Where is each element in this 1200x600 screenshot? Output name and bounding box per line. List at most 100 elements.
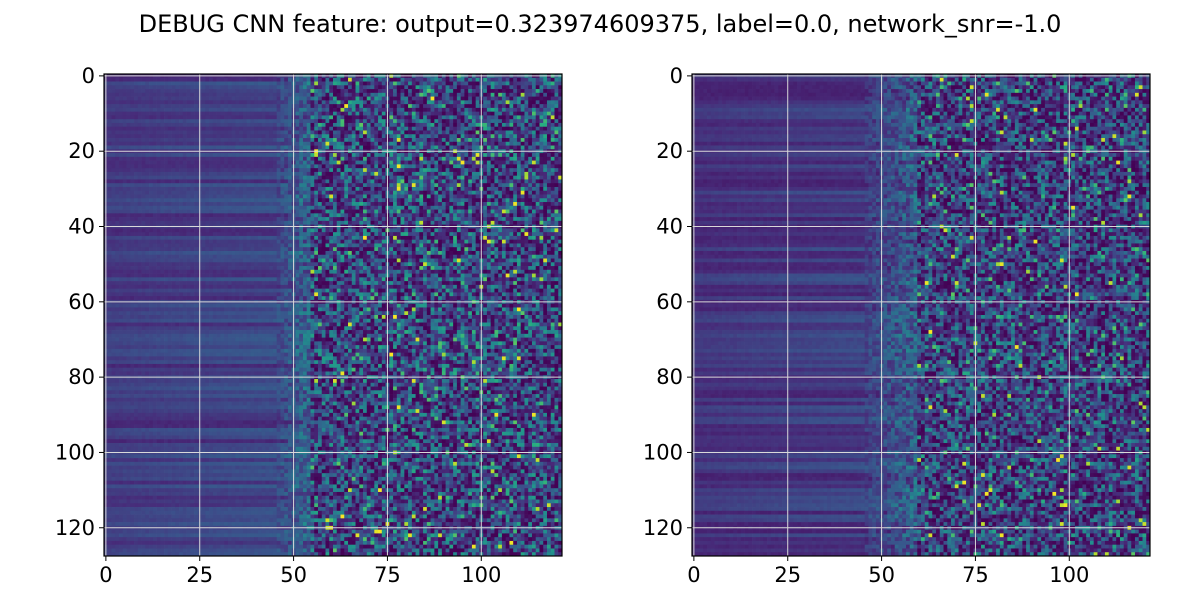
heatmap-cell <box>378 198 383 203</box>
heatmap-cell <box>355 183 360 188</box>
heatmap-cell <box>434 217 439 222</box>
heatmap-cell <box>408 115 413 120</box>
heatmap-cell <box>216 77 221 82</box>
heatmap-cell <box>306 96 311 101</box>
heatmap-cell <box>411 183 416 188</box>
heatmap-cell <box>239 111 244 116</box>
heatmap-cell <box>539 220 544 225</box>
heatmap-cell <box>389 111 394 116</box>
heatmap-cell <box>171 115 176 120</box>
heatmap-cell <box>126 85 131 90</box>
heatmap-cell <box>513 194 518 199</box>
heatmap-cell <box>231 190 236 195</box>
heatmap-cell <box>107 96 112 101</box>
heatmap-cell <box>471 183 476 188</box>
heatmap-cell <box>438 89 443 94</box>
heatmap-cell <box>242 115 247 120</box>
heatmap-cell <box>400 179 405 184</box>
heatmap-cell <box>314 213 319 218</box>
heatmap-cell <box>216 217 221 222</box>
heatmap-cell <box>317 160 323 165</box>
heatmap-cell <box>393 96 398 101</box>
heatmap-cell <box>531 111 537 116</box>
heatmap-cell <box>419 134 424 139</box>
heatmap-cell <box>524 160 529 165</box>
heatmap-cell <box>246 107 251 113</box>
heatmap-cell <box>423 89 428 94</box>
heatmap-cell <box>404 213 409 218</box>
heatmap-cell <box>186 168 191 173</box>
heatmap-cell <box>186 81 191 86</box>
heatmap-cell <box>546 194 552 199</box>
heatmap-cell <box>415 134 420 139</box>
heatmap-cell <box>167 156 172 161</box>
heatmap-cell <box>179 220 184 225</box>
heatmap-cell <box>546 213 552 218</box>
heatmap-cell <box>107 134 112 139</box>
heatmap-cell <box>149 213 154 218</box>
heatmap-cell <box>423 107 428 113</box>
heatmap-cell <box>483 190 488 195</box>
heatmap-cell <box>393 156 398 161</box>
heatmap-cell <box>408 107 413 113</box>
heatmap-cell <box>539 92 544 97</box>
heatmap-cell <box>445 89 450 94</box>
heatmap-cell <box>216 100 221 105</box>
heatmap-cell <box>333 96 338 101</box>
heatmap-cell <box>393 92 398 97</box>
heatmap-cell <box>130 126 135 131</box>
heatmap-cell <box>554 209 559 214</box>
heatmap-cell <box>483 198 488 203</box>
heatmap-cell <box>175 213 180 218</box>
heatmap-cell <box>201 205 206 210</box>
heatmap-cell <box>205 111 210 116</box>
heatmap-cell <box>520 209 525 214</box>
heatmap-cell <box>175 126 180 131</box>
heatmap-cell <box>242 100 247 105</box>
heatmap-cell <box>325 115 330 120</box>
heatmap-cell <box>329 220 334 225</box>
heatmap-cell <box>471 138 476 143</box>
heatmap-cell <box>205 115 210 120</box>
heatmap-cell <box>111 100 116 105</box>
heatmap-cell <box>272 168 278 173</box>
heatmap-cell <box>216 160 221 165</box>
heatmap-cell <box>535 141 540 146</box>
heatmap-cell <box>456 122 461 128</box>
heatmap-cell <box>137 183 142 188</box>
heatmap-cell <box>134 220 139 225</box>
heatmap-cell <box>141 168 146 173</box>
heatmap-cell <box>483 156 488 161</box>
heatmap-cell <box>366 138 371 143</box>
heatmap-cell <box>179 89 184 94</box>
heatmap-cell <box>505 100 510 105</box>
heatmap-cell <box>396 138 401 143</box>
heatmap-cell <box>107 111 112 116</box>
heatmap-cell <box>250 111 255 116</box>
heatmap-cell <box>415 81 420 86</box>
heatmap-cell <box>359 220 364 225</box>
heatmap-cell <box>325 179 330 184</box>
heatmap-cell <box>374 160 379 165</box>
heatmap-cell <box>550 153 555 158</box>
heatmap-cell <box>265 205 270 210</box>
heatmap-cell <box>404 186 409 192</box>
heatmap-cell <box>389 122 394 128</box>
heatmap-cell <box>359 160 364 165</box>
heatmap-cell <box>475 141 480 146</box>
heatmap-cell <box>498 89 503 94</box>
heatmap-cell <box>164 119 169 124</box>
heatmap-cell <box>468 209 473 214</box>
heatmap-cell <box>411 92 416 97</box>
heatmap-cell <box>430 202 435 207</box>
heatmap-cell <box>269 141 274 146</box>
heatmap-cell <box>438 198 443 203</box>
heatmap-cell <box>269 220 274 225</box>
heatmap-cell <box>167 96 172 101</box>
heatmap-cell <box>242 198 247 203</box>
heatmap-cell <box>524 164 529 169</box>
heatmap-cell <box>471 160 476 165</box>
heatmap-cell <box>408 164 413 169</box>
heatmap-cell <box>449 138 454 143</box>
heatmap-cell <box>235 217 240 222</box>
